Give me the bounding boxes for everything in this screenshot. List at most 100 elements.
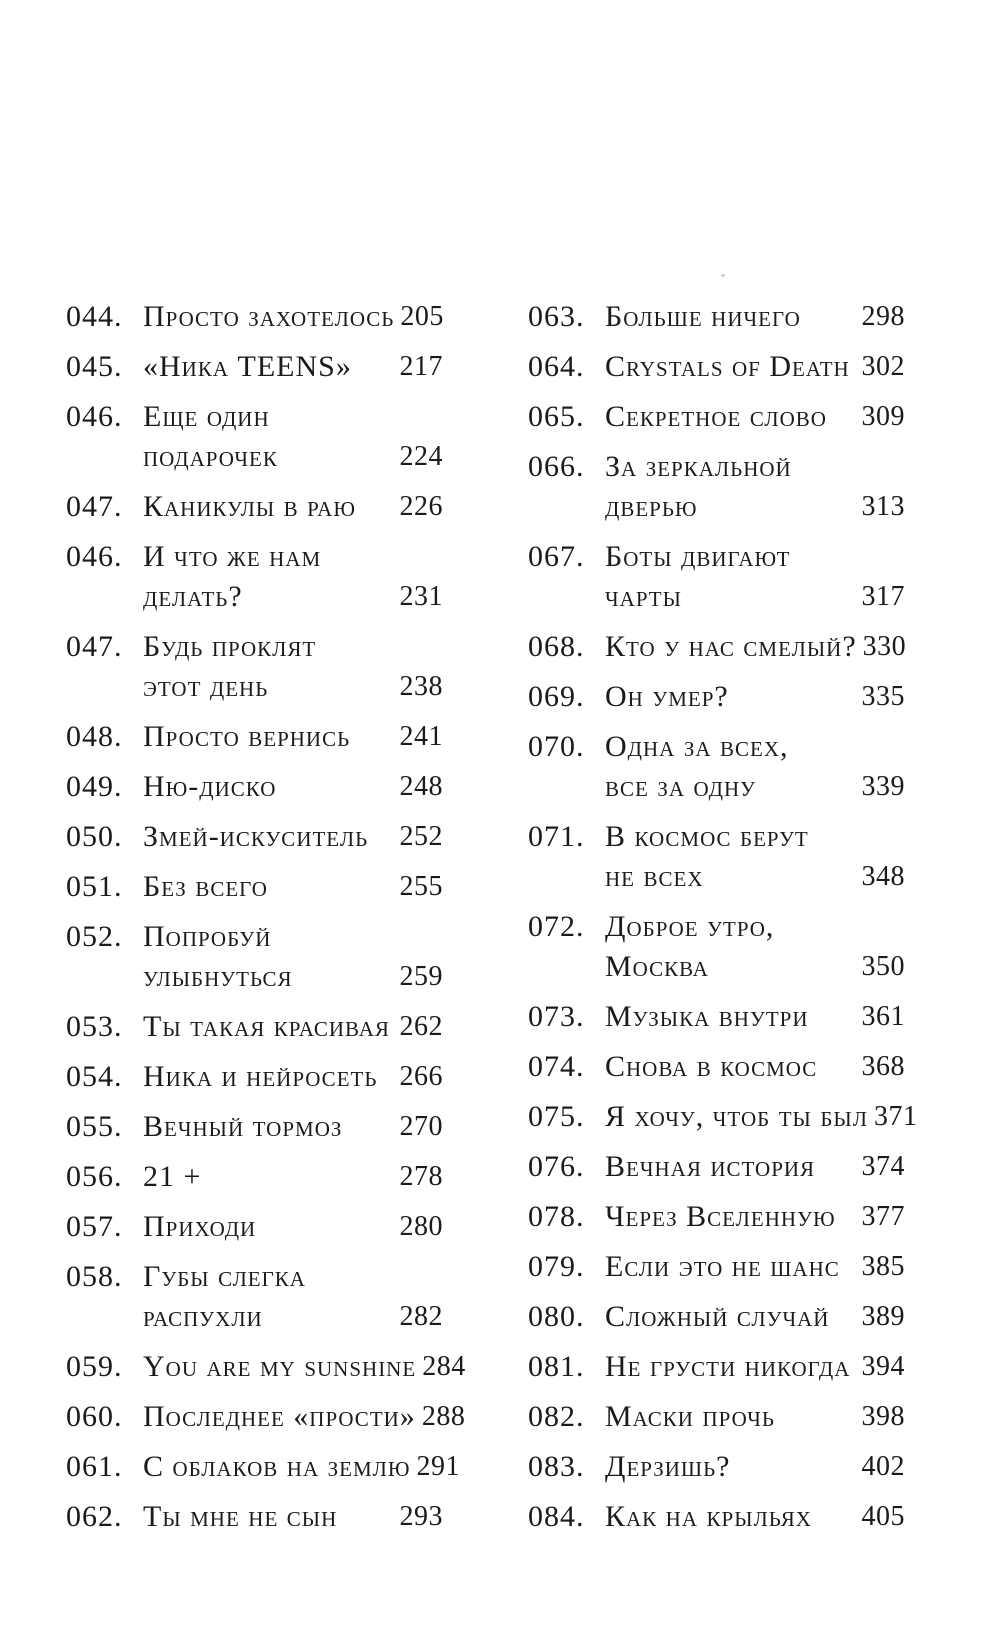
entry-title: Сложный случай: [605, 1300, 830, 1333]
entry-number: 066.: [528, 450, 585, 483]
toc-entry: 070. Одна за всех, все за одну 339: [528, 727, 905, 807]
entry-page-number: 348: [861, 861, 905, 892]
toc-entry: 079. Если это не шанс 385: [528, 1247, 905, 1287]
entry-number: 057.: [66, 1210, 123, 1243]
entry-page-number: 262: [399, 1011, 443, 1042]
entry-title: Вечная история: [605, 1150, 816, 1183]
entry-number: 075.: [528, 1100, 585, 1133]
entry-number: 064.: [528, 350, 585, 383]
toc-entry: 078. Через Вселенную 377: [528, 1197, 905, 1237]
entry-number: 073.: [528, 1000, 585, 1033]
toc-entry: 072. Доброе утро, Москва 350: [528, 907, 905, 987]
toc-column-right: 063. Больше ничего 298 064. Crystals of …: [528, 297, 917, 1547]
entry-page-number: 389: [861, 1301, 905, 1332]
entry-number: 062.: [66, 1500, 123, 1533]
entry-title: Маски прочь: [605, 1400, 775, 1433]
entry-title: Ника и нейросеть: [143, 1060, 378, 1093]
entry-number: 047.: [66, 630, 123, 663]
entry-title: Без всего: [143, 870, 268, 903]
entry-number: 072.: [528, 910, 585, 943]
entry-number: 074.: [528, 1050, 585, 1083]
entry-number: 067.: [528, 540, 585, 573]
entry-page-number: 259: [399, 961, 443, 992]
entry-title: Ню-диско: [143, 770, 277, 803]
toc-entry: 057. Приходи 280: [66, 1207, 443, 1247]
entry-number: 080.: [528, 1300, 585, 1333]
entry-title: Как на крыльях: [605, 1500, 812, 1533]
entry-title: Я хочу, чтоб ты был: [605, 1100, 868, 1133]
toc-entry: 047. Каникулы в раю 226: [66, 487, 443, 527]
entry-title: Через Вселенную: [605, 1200, 836, 1233]
entry-number: 082.: [528, 1400, 585, 1433]
entry-number: 049.: [66, 770, 123, 803]
toc-entry: 059. You are my sunshine 284: [66, 1347, 465, 1387]
entry-title: Секретное слово: [605, 400, 827, 433]
entry-number: 056.: [66, 1160, 123, 1193]
entry-number: 071.: [528, 820, 585, 853]
entry-number: 068.: [528, 630, 585, 663]
toc-entry: 058. Губы слегка распухли 282: [66, 1257, 443, 1337]
toc-column-left: 044. Просто захотелось 205 045. «Ника TE…: [66, 297, 465, 1547]
entry-title: Crystals of Death: [605, 350, 850, 383]
toc-entry: 080. Сложный случай 389: [528, 1297, 905, 1337]
entry-title: Больше ничего: [605, 300, 801, 333]
entry-number: 076.: [528, 1150, 585, 1183]
entry-page-number: 291: [416, 1451, 460, 1482]
entry-page-number: 398: [861, 1401, 905, 1432]
entry-title: Змей-искуситель: [143, 820, 369, 853]
entry-page-number: 313: [861, 491, 905, 522]
entry-title: С облаков на землю: [143, 1450, 411, 1483]
toc-entry: 075. Я хочу, чтоб ты был 371: [528, 1097, 917, 1137]
entry-page-number: 266: [399, 1061, 443, 1092]
entry-page-number: 252: [399, 821, 443, 852]
entry-page-number: 255: [399, 871, 443, 902]
entry-number: 061.: [66, 1450, 123, 1483]
entry-page-number: 361: [861, 1001, 905, 1032]
toc-entry: 074. Снова в космос 368: [528, 1047, 905, 1087]
entry-title: Музыка внутри: [605, 1000, 809, 1033]
entry-number: 048.: [66, 720, 123, 753]
entry-number: 083.: [528, 1450, 585, 1483]
entry-number: 081.: [528, 1350, 585, 1383]
entry-page-number: 248: [399, 771, 443, 802]
toc-entry: 068. Кто у нас смелый? 330: [528, 627, 906, 667]
entry-page-number: 241: [399, 721, 443, 752]
entry-page-number: 335: [861, 681, 905, 712]
entry-number: 046.: [66, 400, 123, 433]
entry-number: 053.: [66, 1010, 123, 1043]
entry-title: Снова в космос: [605, 1050, 818, 1083]
entry-title: Он умер?: [605, 680, 729, 713]
entry-title: «Ника TEENS»: [143, 350, 352, 383]
entry-page-number: 270: [399, 1111, 443, 1142]
entry-title: Попробуй улыбнуться: [143, 920, 293, 993]
entry-page-number: 377: [861, 1201, 905, 1232]
toc-entry: 044. Просто захотелось 205: [66, 297, 443, 337]
entry-page-number: 368: [861, 1051, 905, 1082]
entry-number: 055.: [66, 1110, 123, 1143]
entry-title: Доброе утро, Москва: [605, 910, 775, 983]
entry-page-number: 298: [861, 301, 905, 332]
entry-title: Будь проклят этот день: [143, 630, 317, 703]
toc-entry: 046. Еще один подарочек 224: [66, 397, 443, 477]
toc-entry: 050. Змей-искуситель 252: [66, 817, 443, 857]
toc-entry: 055. Вечный тормоз 270: [66, 1107, 443, 1147]
entry-page-number: 293: [399, 1501, 443, 1532]
entry-number: 046.: [66, 540, 123, 573]
entry-page-number: 374: [861, 1151, 905, 1182]
entry-page-number: 394: [861, 1351, 905, 1382]
entry-title: Вечный тормоз: [143, 1110, 343, 1143]
entry-page-number: 217: [399, 351, 443, 382]
toc-entry: 060. Последнее «прости» 288: [66, 1397, 465, 1437]
toc-entry: 067. Боты двигают чарты 317: [528, 537, 905, 617]
entry-page-number: 405: [861, 1501, 905, 1532]
entry-page-number: 385: [861, 1251, 905, 1282]
entry-page-number: 350: [861, 951, 905, 982]
entry-page-number: 309: [861, 401, 905, 432]
entry-title: Еще один подарочек: [143, 400, 278, 473]
entry-number: 069.: [528, 680, 585, 713]
entry-title: В космос берут не всех: [605, 820, 809, 893]
entry-page-number: 282: [399, 1301, 443, 1332]
toc-entry: 071. В космос берут не всех 348: [528, 817, 905, 897]
entry-number: 059.: [66, 1350, 123, 1383]
